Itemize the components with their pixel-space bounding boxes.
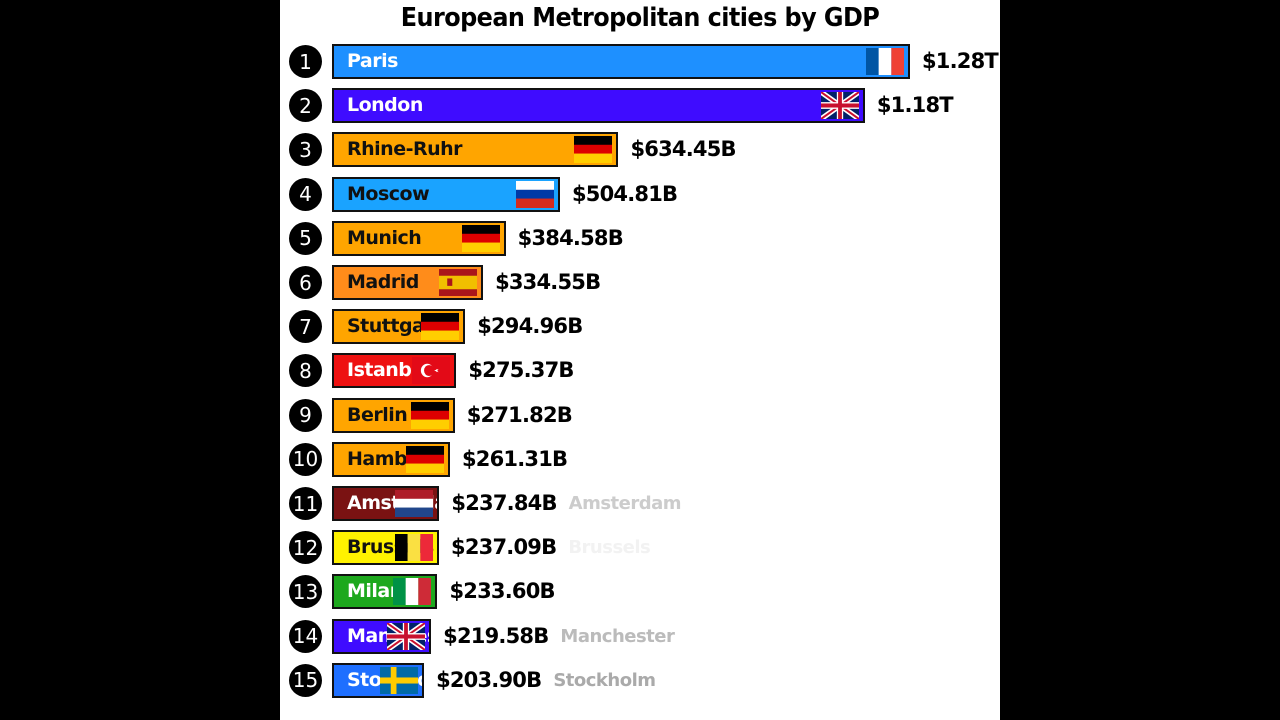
rank-badge: 14	[289, 619, 322, 653]
france-flag-icon	[866, 48, 904, 75]
bar-label: Milan	[347, 580, 403, 603]
bar-label: Rhine-Ruhr	[347, 138, 463, 161]
germany-flag-icon	[410, 401, 449, 429]
value-label: $237.09B	[451, 535, 557, 560]
chart-title: European Metropolitan cities by GDP	[400, 3, 880, 33]
bar: Berlin	[332, 397, 455, 433]
bar: Stockholm	[332, 662, 425, 698]
bar: Moscow	[332, 176, 560, 212]
rank-badge: 7	[289, 310, 322, 344]
bar: Stuttgart	[332, 309, 466, 345]
bar: Milan	[332, 574, 438, 610]
uk-flag-icon	[820, 92, 859, 120]
netherlands-flag-icon	[395, 490, 434, 517]
bar: Istanbul	[332, 353, 457, 389]
bar-label: Istanbul	[347, 359, 431, 382]
rank-badge: 13	[289, 575, 322, 609]
trailing-city-label: Brussels	[568, 537, 651, 559]
bar: Munich	[332, 220, 506, 256]
uk-flag-icon	[387, 622, 426, 650]
rank-badge: 12	[289, 531, 322, 565]
value-label: $334.55B	[495, 270, 601, 294]
value-label: $203.90B	[436, 667, 542, 692]
bar: Amsterdam	[332, 486, 440, 521]
value-label: $504.81B	[571, 181, 678, 206]
value-label: $634.45B	[630, 137, 736, 162]
bar-label: Stuttgart	[347, 315, 442, 338]
value-label: $384.58B	[517, 225, 624, 250]
rank-badge: 10	[289, 442, 322, 476]
germany-flag-icon	[421, 313, 460, 341]
rank-badge: 3	[289, 133, 322, 167]
value-label: $275.37B	[468, 358, 574, 383]
bar-label: Madrid	[347, 271, 419, 293]
rank-badge: 4	[289, 177, 322, 211]
rank-badge: 11	[289, 487, 322, 520]
chart-canvas: European Metropolitan cities by GDP 1 Par…	[280, 0, 1000, 720]
turkey-flag-icon	[412, 357, 451, 385]
bar-label: Munich	[347, 226, 422, 249]
bar: Paris	[332, 44, 910, 79]
value-label: $237.84B	[451, 491, 557, 515]
value-label: $271.82B	[466, 402, 573, 427]
trailing-city-label: Stockholm	[553, 669, 656, 691]
bar-label: London	[347, 94, 423, 117]
bar: Hamburg	[332, 441, 450, 477]
value-label: $261.31B	[461, 446, 568, 471]
spain-flag-icon	[439, 269, 478, 296]
value-label: $219.58B	[443, 623, 549, 648]
value-label: $294.96B	[477, 314, 583, 339]
russia-flag-icon	[515, 180, 554, 208]
bar: Rhine-Ruhr	[332, 132, 619, 168]
value-label: $1.18T	[876, 93, 954, 118]
rank-badge: 6	[289, 266, 322, 299]
rank-badge: 5	[289, 221, 322, 255]
rank-badge: 1	[289, 45, 322, 78]
italy-flag-icon	[393, 578, 432, 606]
rank-badge: 8	[289, 354, 322, 388]
bar-label: Moscow	[347, 182, 430, 205]
trailing-city-label: Manchester	[560, 625, 675, 647]
bar: Madrid	[332, 265, 484, 300]
germany-flag-icon	[574, 136, 613, 164]
trailing-city-label: Amsterdam	[568, 493, 682, 514]
value-label: $1.28T	[922, 49, 999, 73]
value-label: $233.60B	[449, 579, 555, 604]
rank-badge: 2	[289, 89, 322, 123]
bar-label: Paris	[347, 50, 398, 72]
bar: Manchester	[332, 618, 432, 654]
sweden-flag-icon	[380, 666, 419, 694]
bar: London	[332, 88, 865, 124]
rank-badge: 15	[289, 663, 322, 697]
belgium-flag-icon	[395, 534, 434, 562]
rank-badge: 9	[289, 398, 322, 432]
germany-flag-icon	[405, 445, 444, 473]
bar-label: Berlin	[347, 403, 408, 426]
germany-flag-icon	[461, 224, 500, 252]
bar: Brussels	[332, 530, 440, 566]
